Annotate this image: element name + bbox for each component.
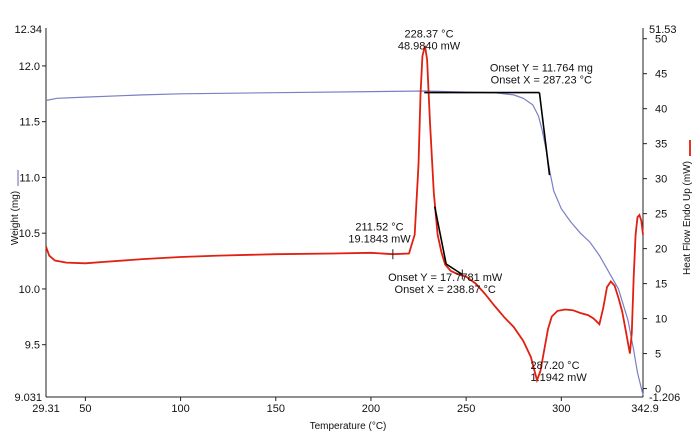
right-tick-label: 0 (655, 384, 661, 396)
right-tick-label: 25 (655, 209, 667, 221)
right-tick-label: 45 (655, 69, 667, 81)
onset-line (445, 263, 463, 276)
right-tick-label: 20 (655, 244, 667, 256)
right-axis-min-label: -1.206 (649, 392, 680, 404)
left-tick-label: 10.5 (19, 228, 40, 240)
weight-series-line (45, 90, 644, 396)
right-tick-label: 5 (655, 349, 661, 361)
annotation-line: Onset X = 238.87 °C (395, 284, 496, 296)
right-axis-title: Heat Flow Endo Up (mW) (682, 161, 693, 275)
annotation-line: 211.52 °C (355, 221, 403, 233)
annotation-line: 19.1843 mW (348, 233, 411, 245)
x-tick-label: 200 (362, 403, 380, 415)
annotation-label: Onset Y = 11.764 mg Onset X = 287.23 °C (490, 63, 593, 87)
right-tick-label: 30 (655, 174, 667, 186)
x-min-label: 29.31 (32, 403, 60, 415)
x-tick-label: 100 (171, 403, 189, 415)
right-tick-label: 15 (655, 279, 667, 291)
annotation-line: Onset Y = 11.764 mg (490, 63, 593, 75)
heat-flow-series-line (45, 45, 644, 384)
right-tick-label: 40 (655, 104, 667, 116)
left-tick-label: 11.5 (19, 117, 40, 129)
left-tick-label: 10.0 (19, 284, 40, 296)
x-tick-label: 50 (79, 403, 91, 415)
onset-construction-lines (424, 91, 551, 276)
annotation-line: 48.9840 mW (398, 40, 461, 52)
left-axis-title: Weight (mg) (10, 191, 21, 245)
left-axis-ticks: 9.5 10.0 10.5 11.0 11.5 12.0 (19, 61, 46, 352)
onset-line (538, 92, 551, 176)
annotation-line: 287.20 °C (530, 360, 579, 372)
x-axis-title: Temperature (°C) (310, 421, 387, 432)
annotation-line: 228.37 °C (404, 28, 453, 40)
annotation-line: Onset X = 287.23 °C (491, 75, 592, 87)
x-tick-label: 300 (552, 403, 570, 415)
right-tick-label: 10 (655, 314, 667, 326)
annotation-label: Onset Y = 17.7781 mW Onset X = 238.87 °C (388, 272, 503, 296)
annotation-label: 228.37 °C 48.9840 mW (398, 28, 461, 52)
x-axis-ticks: 50 100 150 200 250 300 (79, 397, 571, 415)
left-axis-min-label: 9.031 (14, 392, 42, 404)
annotation-line: Onset Y = 17.7781 mW (388, 272, 503, 284)
annotation-label: 211.52 °C 19.1843 mW (348, 221, 411, 245)
right-tick-label: 35 (655, 139, 667, 151)
x-tick-label: 250 (457, 403, 475, 415)
right-axis-max-label: 51.53 (649, 24, 677, 36)
point-tick-marks (392, 249, 463, 280)
annotation-line: 1.1942 mW (530, 372, 587, 384)
x-max-label: 342.9 (631, 403, 659, 415)
left-tick-label: 9.5 (25, 340, 40, 352)
annotation-label: 287.20 °C 1.1942 mW (530, 360, 587, 384)
x-tick-label: 150 (267, 403, 285, 415)
right-tick-label: 50 (655, 34, 667, 46)
left-axis-max-label: 12.34 (14, 24, 42, 36)
left-tick-label: 11.0 (19, 172, 40, 184)
onset-line (433, 206, 447, 265)
right-axis-ticks: 0 5 10 15 20 25 30 35 40 45 50 (643, 34, 667, 396)
left-tick-label: 12.0 (19, 61, 40, 73)
